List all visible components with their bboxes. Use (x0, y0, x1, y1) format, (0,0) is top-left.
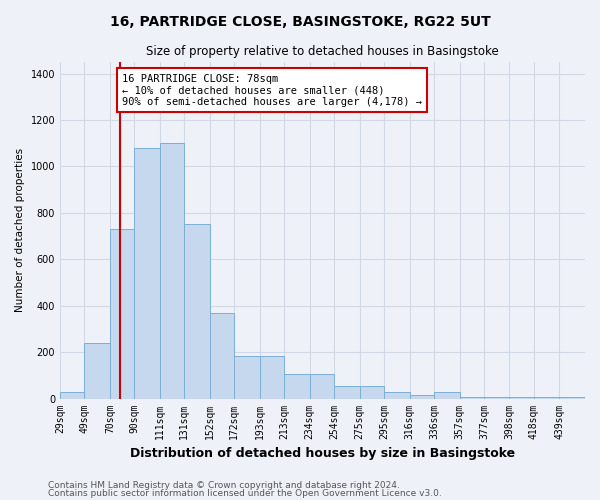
Bar (410, 395, 434, 398)
Bar (210, 312, 234, 398)
Bar (284, 374, 310, 398)
Bar (184, 224, 210, 398)
Text: Contains HM Land Registry data © Crown copyright and database right 2024.: Contains HM Land Registry data © Crown c… (48, 480, 400, 490)
Text: Contains public sector information licensed under the Open Government Licence v3: Contains public sector information licen… (48, 489, 442, 498)
Bar (310, 374, 334, 398)
Bar (160, 143, 184, 399)
Y-axis label: Number of detached properties: Number of detached properties (15, 148, 25, 312)
Bar (334, 386, 359, 398)
Bar (60, 392, 85, 398)
Bar (434, 392, 460, 398)
Text: 16, PARTRIDGE CLOSE, BASINGSTOKE, RG22 5UT: 16, PARTRIDGE CLOSE, BASINGSTOKE, RG22 5… (110, 15, 490, 29)
X-axis label: Distribution of detached houses by size in Basingstoke: Distribution of detached houses by size … (130, 447, 515, 460)
Bar (359, 386, 384, 398)
Text: 16 PARTRIDGE CLOSE: 78sqm
← 10% of detached houses are smaller (448)
90% of semi: 16 PARTRIDGE CLOSE: 78sqm ← 10% of detac… (122, 74, 422, 107)
Bar (134, 148, 160, 399)
Title: Size of property relative to detached houses in Basingstoke: Size of property relative to detached ho… (146, 45, 499, 58)
Bar (260, 356, 284, 399)
Bar (234, 356, 260, 399)
Bar (110, 229, 134, 398)
Bar (85, 343, 110, 398)
Bar (384, 392, 410, 398)
